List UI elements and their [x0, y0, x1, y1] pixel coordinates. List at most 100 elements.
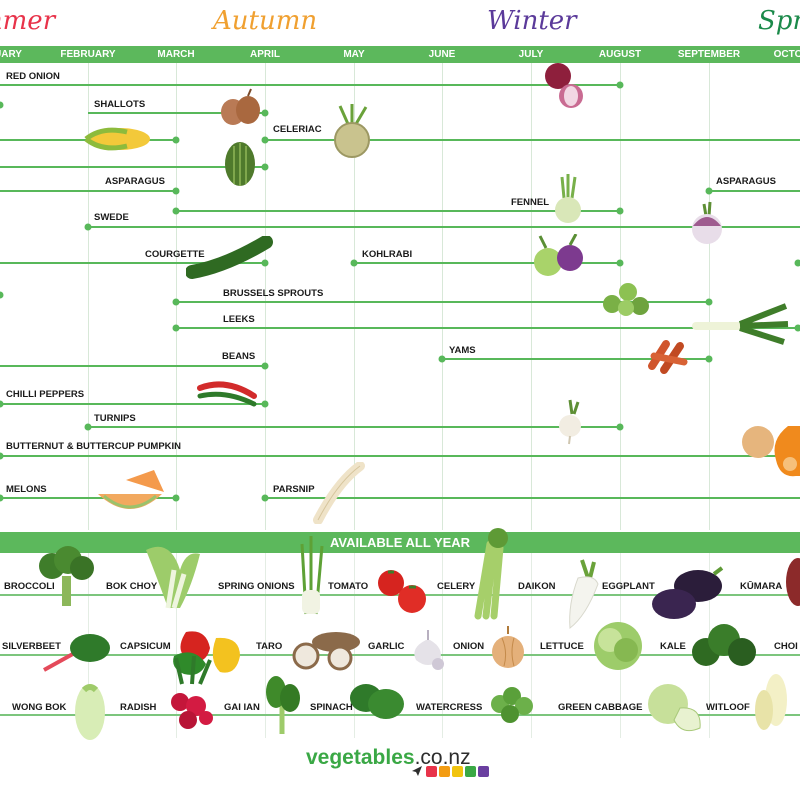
label-daikon: DAIKON [518, 581, 556, 592]
green-cabbage-icon [648, 684, 701, 732]
label-shallots: SHALLOTS [94, 99, 146, 110]
label-turnips: TURNIPS [94, 413, 136, 424]
label-fennel: FENNEL [511, 197, 549, 208]
label-eggplant: EGGPLANT [602, 581, 655, 592]
logo-square [478, 766, 489, 777]
label-celeriac: CELERIAC [273, 124, 322, 135]
fennel-icon [555, 174, 581, 223]
label-courgette: COURGETTE [145, 249, 205, 260]
onion-icon [492, 626, 524, 668]
month-august: AUGUST [598, 49, 642, 60]
label-leeks: LEEKS [223, 314, 255, 325]
label-kale: KALE [660, 641, 686, 652]
label-tomato: TOMATO [328, 581, 369, 592]
cursor-arrow-icon [412, 766, 422, 776]
season-autumn: Autumn [213, 6, 318, 36]
kumara-icon [786, 558, 800, 606]
wong-bok-icon [75, 684, 105, 740]
label-broccoli: BROCCOLI [4, 581, 55, 592]
logo-domain: .co.nz [414, 746, 471, 769]
logo-square [465, 766, 476, 777]
radish-icon [171, 655, 213, 729]
label-choi: CHOI [774, 641, 798, 652]
celeriac-icon [334, 104, 370, 158]
kohlrabi-icon [534, 234, 583, 276]
parsnip-icon [313, 462, 365, 524]
month-october: OCTO [773, 49, 800, 60]
all-year-row-line [0, 654, 800, 656]
label-celery: CELERY [437, 581, 476, 592]
label-asparagus: ASPARAGUS [105, 176, 165, 187]
month-june: JUNE [428, 49, 456, 60]
label-watercress: WATERCRESS [416, 702, 483, 713]
label-onion: ONION [453, 641, 485, 652]
label-chilli-peppers: CHILLI PEPPERS [6, 389, 85, 400]
label-garlic: GARLIC [368, 641, 405, 652]
logo-square [426, 766, 437, 777]
eggplant-icon [652, 566, 724, 619]
label-green-cabbage: GREEN CABBAGE [558, 702, 643, 713]
yams-icon [648, 340, 688, 374]
month-bar: UARY FEBRUARY MARCH APRIL MAY JUNE JULY … [0, 46, 800, 63]
label-bok-choy: BOK CHOY [106, 581, 158, 592]
label-yams: YAMS [449, 345, 476, 356]
label-kohlrabi: KOHLRABI [362, 249, 413, 260]
butternut-pumpkin-icon [742, 426, 800, 477]
grid-line [354, 63, 355, 530]
grid-line [265, 63, 266, 530]
label-asparagus-spring: ASPARAGUS [716, 176, 776, 187]
label-gai-ian: GAI IAN [224, 702, 260, 713]
label-melons: MELONS [6, 484, 47, 495]
all-year-row-line [0, 714, 800, 716]
watercress-icon [491, 687, 533, 723]
label-lettuce: LETTUCE [540, 641, 584, 652]
kale-icon [692, 624, 756, 666]
turnips-icon [559, 399, 581, 445]
courgette-icon [186, 236, 273, 279]
daikon-icon [569, 559, 599, 629]
grid-line [442, 63, 443, 530]
capsicum-icon [173, 631, 240, 675]
label-brussels-sprouts: BRUSSELS SPROUTS [223, 288, 324, 299]
label-silverbeet: SILVERBEET [2, 641, 61, 652]
available-all-year-bar: AVAILABLE ALL YEAR [0, 532, 800, 553]
silverbeet-icon [43, 634, 110, 672]
label-parsnip: PARSNIP [273, 484, 315, 495]
available-all-year-title: AVAILABLE ALL YEAR [329, 535, 471, 550]
month-february: FEBRUARY [60, 49, 116, 60]
lettuce-icon [594, 622, 642, 670]
leeks-icon [692, 303, 789, 345]
red-onion-icon [545, 63, 583, 108]
logo-square [439, 766, 450, 777]
month-march: MARCH [157, 49, 195, 60]
marrow-icon [225, 142, 255, 186]
gai-ian-icon [266, 676, 300, 734]
garlic-icon [414, 630, 444, 670]
melons-icon [98, 470, 164, 509]
label-taro: TARO [256, 641, 283, 652]
logo-brand: vegetables [306, 746, 415, 769]
chilli-peppers-icon [197, 381, 257, 407]
label-radish: RADISH [120, 702, 157, 713]
label-beans: BEANS [222, 351, 256, 362]
label-spring-onions: SPRING ONIONS [218, 581, 295, 592]
label-witloof: WITLOOF [706, 702, 750, 713]
label-wong-bok: WONG BOK [12, 702, 67, 713]
tomato-icon [378, 570, 426, 613]
month-july: JULY [518, 49, 544, 60]
taro-icon [292, 632, 360, 671]
label-capsicum: CAPSICUM [120, 641, 171, 652]
month-april: APRIL [250, 49, 280, 60]
season-summer: mmer [0, 6, 56, 36]
broccoli-icon [39, 546, 94, 606]
brussels-sprouts-icon [603, 283, 649, 316]
bok-choy-icon [146, 546, 200, 609]
corn-icon [84, 127, 150, 151]
brand-logo: vegetables.co.nz [306, 746, 471, 770]
label-kumara: KŪMARA [740, 581, 783, 592]
witloof-icon [755, 674, 787, 730]
grid-line [531, 63, 532, 530]
spring-onions-icon [300, 536, 324, 615]
label-swede: SWEDE [94, 212, 129, 223]
grid-line [176, 63, 177, 530]
